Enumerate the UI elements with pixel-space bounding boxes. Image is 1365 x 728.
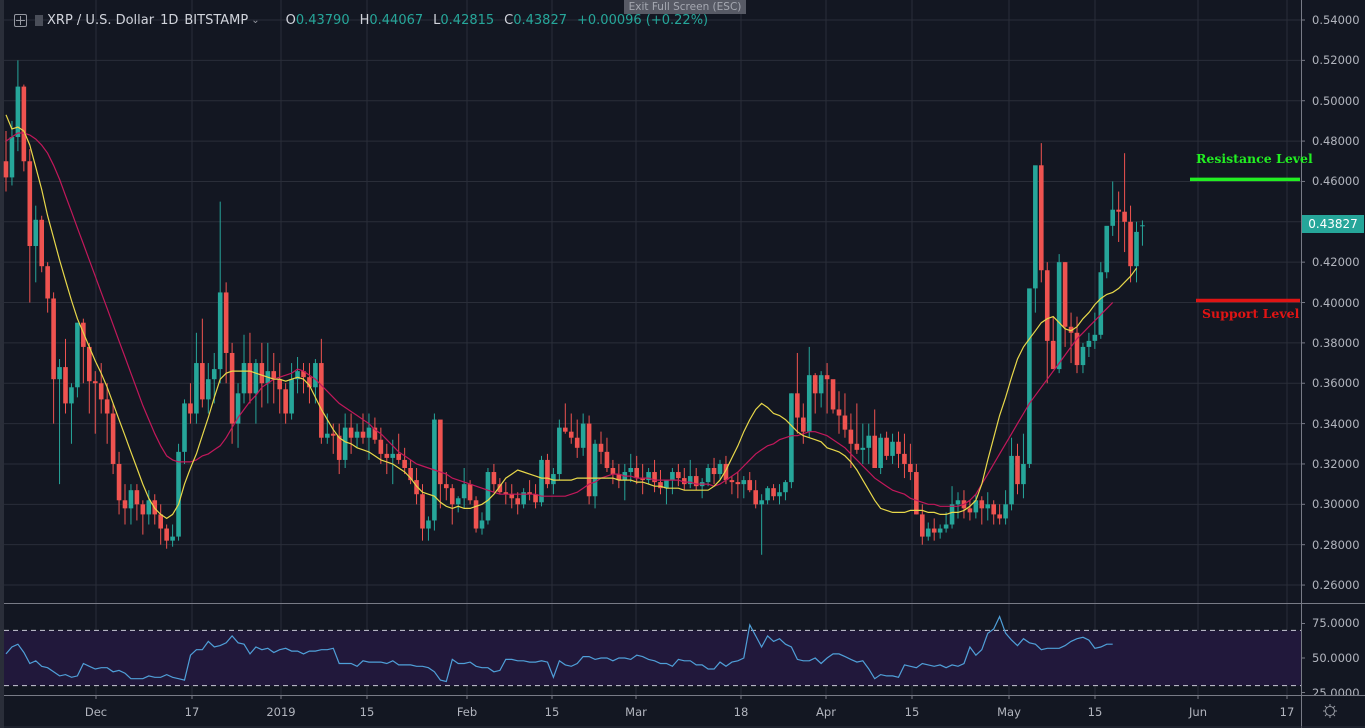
price-axis-label: 0.50000 bbox=[1312, 93, 1360, 108]
grid-lines bbox=[4, 0, 1301, 695]
price-axis-label: 0.32000 bbox=[1312, 456, 1360, 471]
moving-average-slow bbox=[5, 132, 1114, 507]
current-price-badge: 0.43827 bbox=[1302, 215, 1364, 233]
rsi-axis-label-75: 75.0000 bbox=[1312, 616, 1360, 630]
low-label: L bbox=[433, 12, 441, 28]
rsi-level-lines bbox=[4, 629, 1301, 687]
change-value: +0.00096 (+0.22%) bbox=[577, 12, 709, 28]
symbol-name[interactable]: XRP / U.S. Dollar bbox=[47, 12, 155, 28]
collapse-plus-icon[interactable] bbox=[14, 13, 27, 27]
time-axis-label: Mar bbox=[625, 705, 647, 719]
time-axis-label: May bbox=[997, 705, 1021, 719]
support-level-label: Support Level bbox=[1202, 306, 1300, 321]
symbol-logo-icon bbox=[35, 14, 43, 26]
rsi-band bbox=[4, 630, 1301, 686]
moving-average-fast bbox=[5, 114, 1137, 520]
time-axis-label: Feb bbox=[456, 705, 478, 719]
interval[interactable]: 1D bbox=[160, 12, 179, 28]
resistance-level-label: Resistance Level bbox=[1196, 151, 1313, 166]
time-axis-label: 15 bbox=[1087, 705, 1103, 719]
time-axis-label: Apr bbox=[816, 705, 836, 719]
high-label: H bbox=[359, 12, 370, 28]
open-value: 0.43790 bbox=[295, 12, 350, 28]
left-toolbar-edge bbox=[0, 0, 4, 728]
chevron-down-icon[interactable]: ⌄ bbox=[251, 14, 260, 26]
high-value: 0.44067 bbox=[369, 12, 424, 28]
exchange[interactable]: BITSTAMP bbox=[184, 12, 249, 28]
price-axis-label: 0.30000 bbox=[1312, 497, 1360, 512]
candlestick-series bbox=[3, 60, 1145, 555]
time-axis-label: 2019 bbox=[266, 705, 296, 719]
price-axis-label: 0.26000 bbox=[1312, 578, 1360, 593]
time-axis-label: 17 bbox=[1279, 705, 1295, 719]
price-axis-label: 0.54000 bbox=[1312, 13, 1360, 27]
rsi-axis-label-25: 25.0000 bbox=[1312, 686, 1360, 695]
price-axis-label: 0.42000 bbox=[1312, 255, 1360, 270]
time-axis-label: 17 bbox=[184, 705, 200, 719]
price-axis-label: 0.40000 bbox=[1312, 295, 1360, 310]
time-axis-label: 15 bbox=[904, 705, 920, 719]
time-axis-label: 15 bbox=[544, 705, 560, 719]
price-axis-label: 0.48000 bbox=[1312, 134, 1360, 149]
exit-fullscreen-button[interactable]: Exit Full Screen (ESC) bbox=[624, 0, 746, 14]
open-label: O bbox=[285, 12, 296, 28]
time-axis-label: 18 bbox=[733, 705, 749, 719]
symbol-legend: XRP / U.S. Dollar 1D BITSTAMP ⌄ O 0.43790… bbox=[14, 10, 718, 30]
close-value: 0.43827 bbox=[513, 12, 567, 28]
time-axis-label: Jun bbox=[1189, 705, 1207, 719]
price-axis-label: 0.52000 bbox=[1312, 53, 1360, 68]
rsi-axis-label-50: 50.0000 bbox=[1312, 651, 1360, 665]
low-value: 0.42815 bbox=[440, 12, 495, 28]
price-axis-label: 0.38000 bbox=[1312, 335, 1360, 350]
time-axis-label: 15 bbox=[359, 705, 375, 719]
settings-gear-icon[interactable] bbox=[1322, 703, 1338, 719]
axes-borders bbox=[4, 0, 1365, 728]
price-axis-label: 0.28000 bbox=[1312, 537, 1360, 552]
price-axis-label: 0.46000 bbox=[1312, 174, 1360, 189]
price-axis-label: 0.34000 bbox=[1312, 416, 1360, 431]
rsi-line bbox=[5, 615, 1113, 683]
time-axis-label: Dec bbox=[84, 705, 108, 719]
close-label: C bbox=[504, 12, 514, 28]
price-axis-label: 0.36000 bbox=[1312, 376, 1360, 391]
